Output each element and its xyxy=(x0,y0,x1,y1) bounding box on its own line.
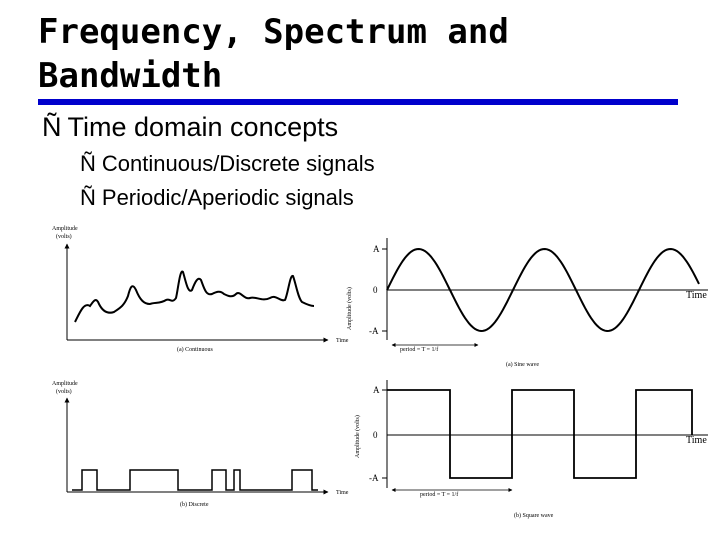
sine-waveform xyxy=(386,247,700,333)
discrete-caption: (b) Discrete xyxy=(180,501,209,508)
bullet-text: Periodic/Aperiodic signals xyxy=(101,185,354,210)
square-wave-figure: Amplitude (volts) A 0 -A Time period = T… xyxy=(354,380,708,519)
discrete-ylabel-2: (volts) xyxy=(56,388,72,395)
sine-tick-label-mid: 0 xyxy=(373,285,378,295)
square-period-label: period = T = 1/f xyxy=(420,491,458,498)
bullet-text: Time domain concepts xyxy=(67,112,339,142)
title-line-1: Frequency, Spectrum and xyxy=(38,12,509,52)
sine-tick-label-top: A xyxy=(373,244,380,254)
sine-xlabel: Time xyxy=(686,290,707,301)
continuous-signal-figure: Amplitude (volts) Time (a) Continuous xyxy=(52,226,349,353)
square-tick-label-top: A xyxy=(373,385,380,395)
sine-caption: (a) Sine wave xyxy=(506,361,539,368)
continuous-caption: (a) Continuous xyxy=(177,346,213,353)
sine-ylabel: Amplitude (volts) xyxy=(346,287,353,330)
bullet-mark: Ñ xyxy=(80,185,96,210)
square-xlabel: Time xyxy=(686,435,707,446)
continuous-ylabel-2: (volts) xyxy=(56,233,72,240)
discrete-signal-figure: Amplitude (volts) Time (b) Discrete xyxy=(52,381,349,508)
continuous-xlabel: Time xyxy=(336,338,349,344)
continuous-waveform xyxy=(74,270,315,323)
discrete-xlabel: Time xyxy=(336,490,349,496)
sine-wave-figure: Amplitude (volts) A 0 -A Time period = T… xyxy=(346,238,708,368)
bullet-periodic-aperiodic: Ñ Periodic/Aperiodic signals xyxy=(80,185,354,211)
continuous-ylabel-1: Amplitude xyxy=(52,226,78,232)
sine-tick-label-bottom: -A xyxy=(369,326,379,336)
bullet-mark: Ñ xyxy=(42,112,62,142)
bullet-mark: Ñ xyxy=(80,151,96,176)
square-tick-label-mid: 0 xyxy=(373,430,378,440)
square-tick-label-bottom: -A xyxy=(369,473,379,483)
square-waveform xyxy=(387,389,693,479)
title-underline xyxy=(38,99,678,105)
discrete-ylabel-1: Amplitude xyxy=(52,381,78,387)
bullet-text: Continuous/Discrete signals xyxy=(101,151,375,176)
title-line-2: Bandwidth xyxy=(38,56,223,96)
slide-title: Frequency, Spectrum and Bandwidth xyxy=(38,10,678,98)
discrete-waveform xyxy=(72,469,318,491)
bullet-continuous-discrete: Ñ Continuous/Discrete signals xyxy=(80,151,375,177)
bullet-time-domain: Ñ Time domain concepts xyxy=(42,112,338,143)
sine-period-label: period = T = 1/f xyxy=(400,346,438,353)
square-caption: (b) Square wave xyxy=(514,512,554,519)
square-ylabel: Amplitude (volts) xyxy=(354,415,361,458)
